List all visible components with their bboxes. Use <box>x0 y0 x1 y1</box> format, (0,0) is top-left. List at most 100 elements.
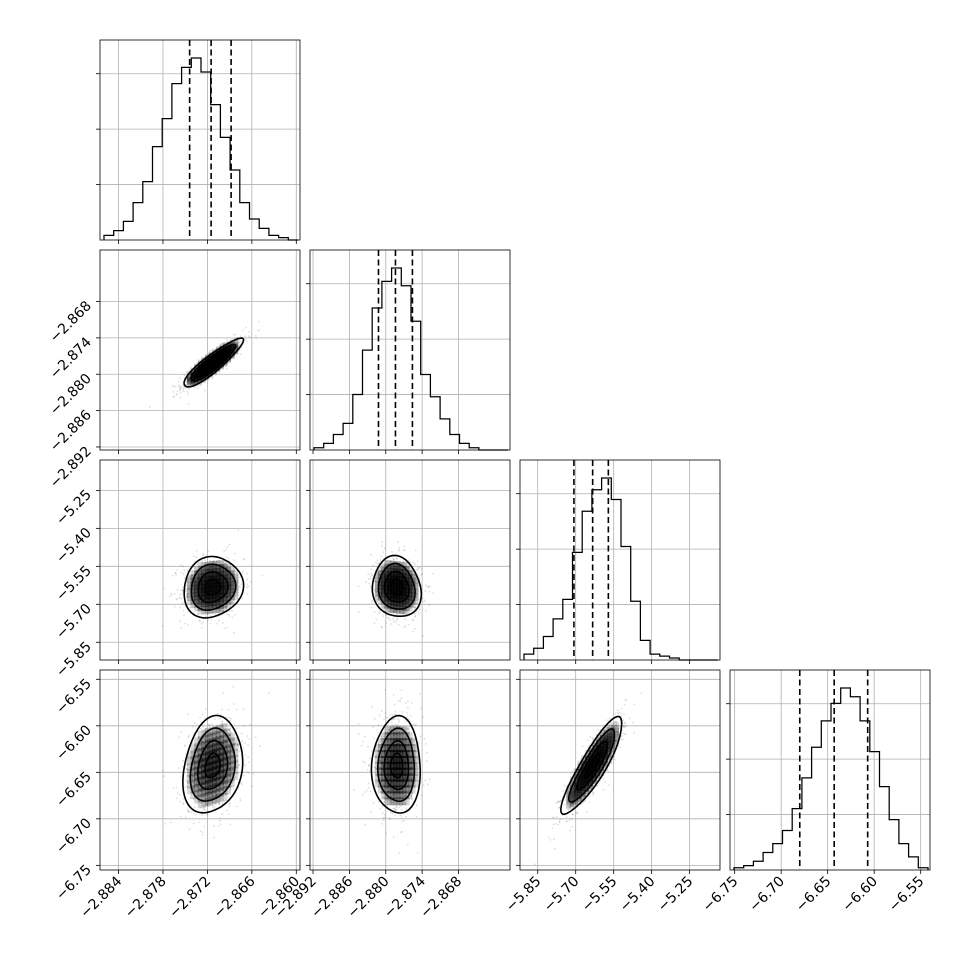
sample-point <box>409 772 412 775</box>
sample-point <box>623 721 626 724</box>
x-tick-label: −6.75 <box>700 874 742 916</box>
sample-point <box>231 786 234 788</box>
sample-point <box>236 574 239 577</box>
sample-point <box>202 745 205 748</box>
density-cell <box>392 738 401 747</box>
sample-point <box>568 806 571 808</box>
density-cell <box>186 574 195 583</box>
density-cell <box>194 375 203 384</box>
sample-point <box>203 729 206 732</box>
density-cell <box>380 785 389 794</box>
sample-point <box>570 804 573 806</box>
sample-point <box>186 782 189 784</box>
sample-point <box>382 595 384 598</box>
sample-point <box>378 774 381 776</box>
sample-point <box>238 341 240 344</box>
density-cell <box>383 560 392 569</box>
sample-point <box>197 600 200 603</box>
sample-point <box>608 731 611 734</box>
density-cell <box>395 767 404 776</box>
sample-point <box>225 567 228 570</box>
sample-point <box>615 739 617 742</box>
sample-point <box>202 621 205 624</box>
density-cell <box>386 738 395 747</box>
histogram-outline <box>733 687 929 870</box>
density-cell <box>223 570 232 579</box>
sample-point <box>192 376 195 378</box>
sample-point <box>223 760 226 763</box>
sample-point <box>192 813 195 815</box>
sample-point <box>579 770 582 773</box>
sample-point <box>377 724 380 727</box>
density-cell <box>404 773 413 782</box>
sample-point <box>218 567 221 570</box>
sample-point <box>398 802 401 805</box>
sample-point <box>404 573 407 576</box>
panel-frame <box>99 459 301 661</box>
sample-point <box>213 566 216 569</box>
density-cell <box>204 797 213 806</box>
sample-point <box>377 573 380 575</box>
sample-point <box>187 782 190 785</box>
y-tick-label: −5.40 <box>53 525 95 567</box>
sample-point <box>222 756 225 759</box>
sample-point <box>397 565 400 568</box>
sample-point <box>389 752 392 755</box>
sample-point <box>221 584 224 587</box>
density-cell <box>389 773 398 782</box>
sample-point <box>247 744 249 747</box>
sample-point <box>221 722 224 725</box>
sample-point <box>231 580 234 583</box>
sample-point <box>393 598 396 601</box>
sample-point <box>217 600 220 603</box>
sample-point <box>397 798 399 801</box>
density-cell <box>201 371 210 380</box>
sample-point <box>223 729 226 732</box>
sample-point <box>387 787 389 789</box>
density-cell <box>566 793 575 802</box>
sample-point <box>427 586 430 588</box>
sample-point <box>214 598 217 600</box>
sample-point <box>391 789 394 792</box>
sample-point <box>384 782 387 785</box>
sample-point <box>570 817 573 820</box>
sample-point <box>608 784 610 787</box>
density-cell <box>204 734 213 743</box>
sample-point <box>380 735 383 738</box>
density-cell <box>197 606 206 615</box>
sample-point <box>238 764 240 767</box>
sample-point <box>572 795 574 798</box>
sample-point <box>204 575 206 578</box>
sample-point <box>163 587 165 590</box>
sample-point <box>386 560 389 563</box>
sample-point <box>211 560 214 563</box>
sample-point <box>201 589 203 592</box>
sample-point <box>239 335 242 338</box>
sample-point <box>193 782 195 785</box>
sample-point <box>603 761 605 764</box>
sample-point <box>552 823 555 826</box>
sample-point <box>369 770 371 773</box>
sample-point <box>569 797 572 799</box>
sample-point <box>209 596 212 599</box>
sample-point <box>370 585 372 588</box>
density-cell <box>407 570 416 579</box>
sample-point <box>624 733 627 735</box>
density-cell <box>386 597 395 606</box>
density-cell <box>219 356 228 365</box>
sample-point <box>203 605 206 608</box>
sample-point <box>611 732 613 735</box>
density-cell <box>386 773 395 782</box>
density-cell <box>219 746 228 755</box>
density-cell <box>401 732 410 741</box>
sample-point <box>381 774 384 777</box>
sample-point <box>380 753 383 755</box>
sample-point <box>415 764 418 767</box>
density-cell <box>380 791 389 800</box>
sample-point <box>395 598 398 601</box>
density-cell <box>215 782 224 791</box>
sample-point <box>410 596 413 598</box>
sample-point <box>180 589 183 591</box>
sample-point <box>200 371 202 373</box>
sample-point <box>229 584 232 586</box>
